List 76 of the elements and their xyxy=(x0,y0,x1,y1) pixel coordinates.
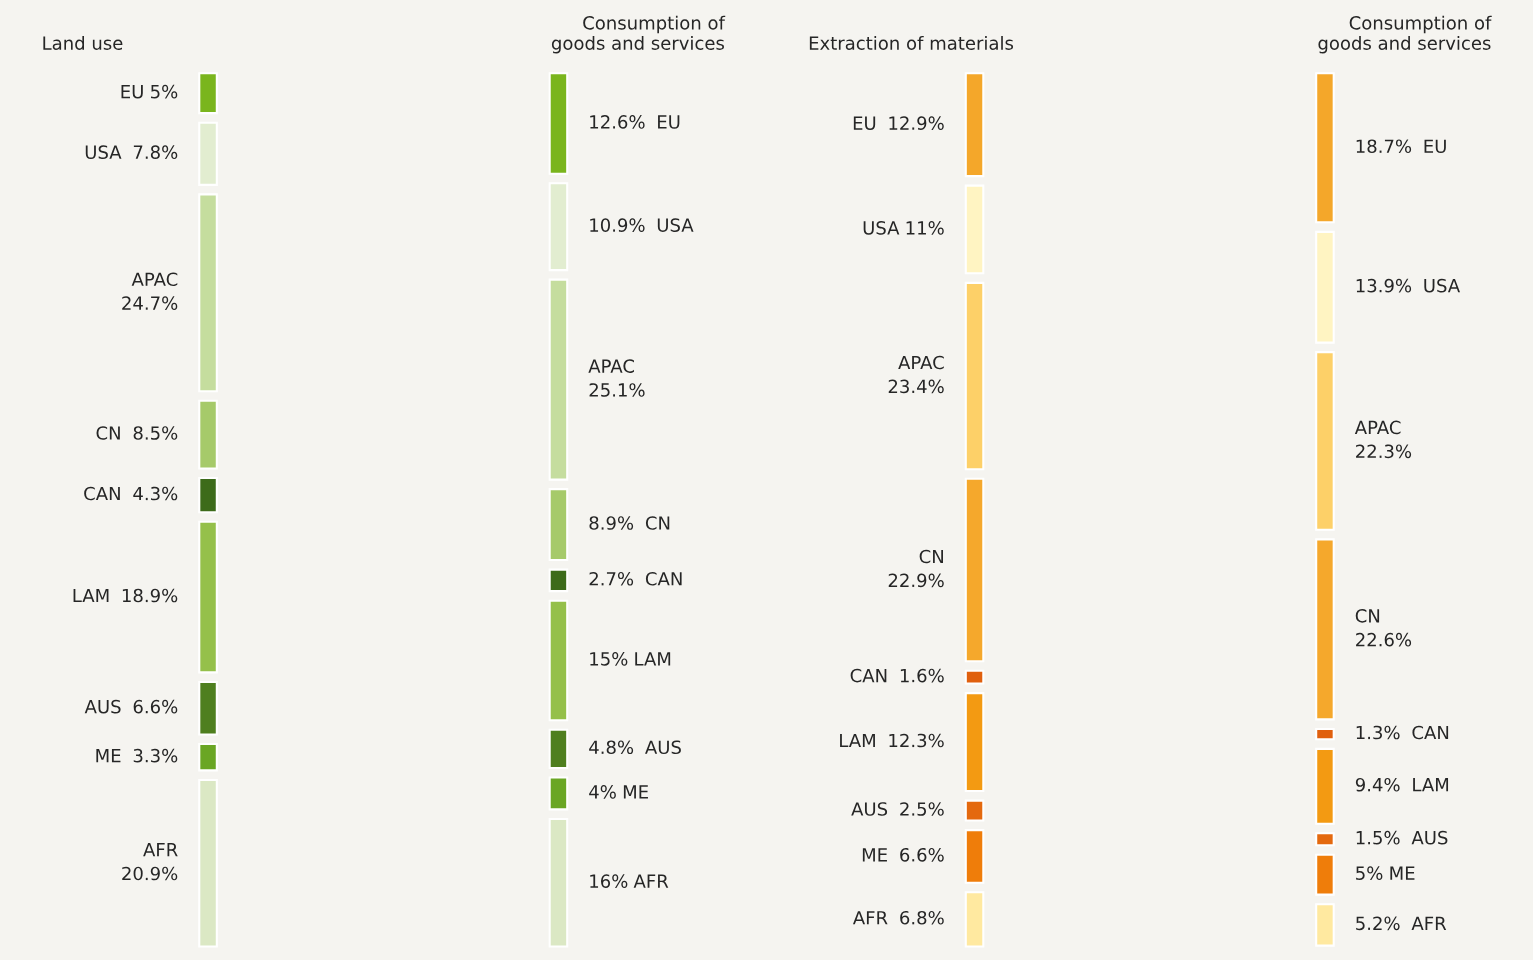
data-label: 10.9% xyxy=(590,218,645,232)
data-label: 4.8% xyxy=(589,740,634,755)
data-label: 24.7% xyxy=(122,296,178,310)
data-label: 1.3% xyxy=(1356,725,1400,740)
data-label: 1.5% xyxy=(1356,830,1400,845)
category-label: APAC xyxy=(131,272,178,287)
text: Extraction of materials xyxy=(809,35,1014,50)
data-label: 8.9% xyxy=(589,516,634,530)
category-label: CAN xyxy=(850,668,887,683)
data-label: 12.9% xyxy=(889,116,944,130)
data-label: 13.9% xyxy=(1356,278,1412,293)
category-label: EU xyxy=(853,116,876,130)
data-label: 18.7% xyxy=(1356,139,1412,154)
category-label: APAC xyxy=(588,359,634,373)
category-label: CN xyxy=(919,549,943,564)
data-label: 8.5% xyxy=(133,426,178,440)
category-label: USA xyxy=(85,145,122,160)
category-label: AFR xyxy=(852,911,888,925)
category-label: AFR xyxy=(1411,916,1447,930)
category-label: CN xyxy=(1355,609,1380,623)
data-label: 20.9% xyxy=(122,866,178,881)
category-label: USA xyxy=(657,218,694,232)
data-label: 4% xyxy=(589,785,616,799)
data-label: 11% xyxy=(906,221,944,235)
category-label: AUS xyxy=(645,740,681,755)
category-label: AFR xyxy=(143,843,178,857)
category-label: AUS xyxy=(1411,830,1448,845)
data-label: 12.6% xyxy=(590,115,645,129)
category-label: EU xyxy=(121,85,143,99)
category-label: CN xyxy=(645,516,670,530)
category-label: AFR xyxy=(633,874,669,888)
category-label: LAM xyxy=(73,588,109,603)
data-label: 3.3% xyxy=(133,748,178,763)
data-label: 12.3% xyxy=(889,733,944,748)
data-label: 5.2% xyxy=(1356,916,1400,931)
data-label: 23.4% xyxy=(888,379,944,394)
category-label: EU xyxy=(658,115,680,129)
data-label: 1.6% xyxy=(900,668,944,683)
category-label: ME xyxy=(623,785,648,799)
data-label: 25.1% xyxy=(589,383,645,397)
data-label: 22.9% xyxy=(888,573,944,588)
category-label: CAN xyxy=(1412,725,1449,740)
data-label: 6.6% xyxy=(900,847,944,862)
data-label: 5% xyxy=(1356,866,1383,880)
text: Consumption of goods and services xyxy=(1318,15,1492,54)
data-label: 16% xyxy=(590,874,628,888)
data-label: 6.8% xyxy=(900,910,944,925)
category-label: LAM xyxy=(1413,778,1449,792)
category-label: AUS xyxy=(84,699,121,714)
category-label: AUS xyxy=(851,802,888,816)
data-label: 2.7% xyxy=(589,571,634,586)
data-label: 22.3% xyxy=(1356,444,1412,459)
text: Land use xyxy=(43,35,123,50)
data-label: 6.6% xyxy=(133,699,178,714)
data-label: 9.4% xyxy=(1355,777,1400,792)
data-label: 7.8% xyxy=(133,145,178,160)
data-label: 18.9% xyxy=(122,588,178,603)
text: Consumption of goods and services xyxy=(551,15,726,54)
category-label: CAN xyxy=(645,571,682,586)
category-label: LAM xyxy=(635,652,671,666)
data-label: 15% xyxy=(590,652,628,666)
category-label: CN xyxy=(96,426,120,440)
category-label: USA xyxy=(1424,278,1461,293)
category-label: ME xyxy=(1390,866,1415,880)
data-label: 5% xyxy=(151,84,178,99)
data-label: 4.3% xyxy=(133,486,178,501)
category-label: APAC xyxy=(898,355,944,370)
category-label: USA xyxy=(863,221,900,235)
data-label: 2.5% xyxy=(900,802,944,816)
category-label: LAM xyxy=(840,733,875,748)
category-label: ME xyxy=(862,848,887,862)
data-label: 22.6% xyxy=(1356,632,1412,647)
category-label: APAC xyxy=(1354,420,1401,435)
category-label: ME xyxy=(96,749,121,763)
category-label: CAN xyxy=(84,486,120,501)
category-label: EU xyxy=(1424,139,1446,154)
